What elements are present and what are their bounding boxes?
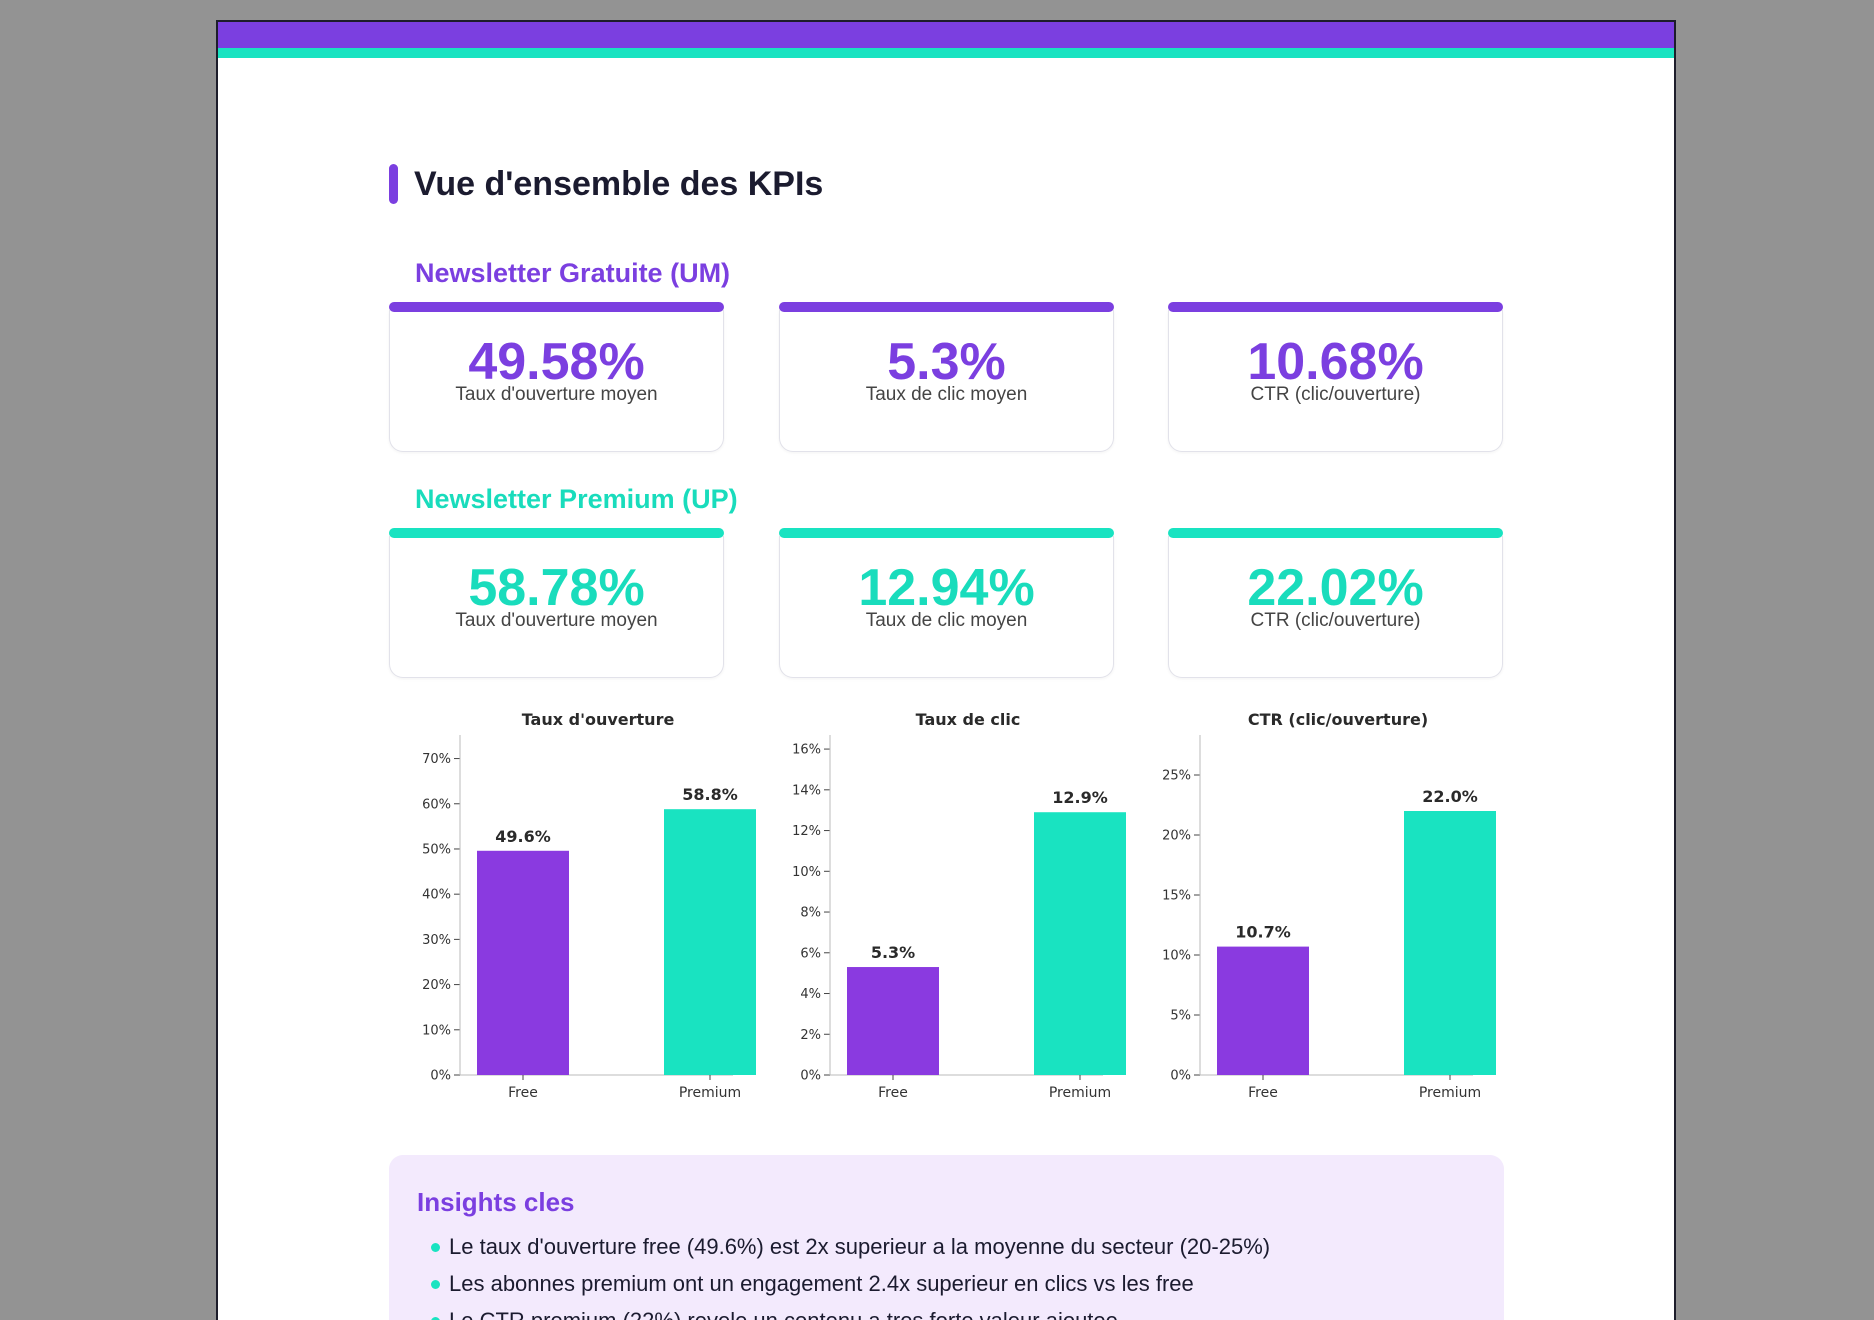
y-tick-label: 30%	[422, 933, 451, 948]
kpi-value: 5.3%	[887, 333, 1006, 391]
comparison-charts: Taux d'ouverture 0% 10% 20% 30% 40% 50% 60% 70% 4…	[422, 710, 1496, 1101]
kpi-card-premium-ctr: 22.02% CTR (clic/ouverture)	[1168, 528, 1503, 678]
data-label: 10.7%	[1235, 923, 1291, 942]
y-tick-label: 15%	[1162, 889, 1191, 904]
x-tick-label: Free	[508, 1085, 538, 1101]
x-tick-label: Free	[1248, 1085, 1278, 1101]
y-tick-label: 10%	[422, 1023, 451, 1038]
y-tick-label: 10%	[1162, 949, 1191, 964]
kpi-label: Taux de clic moyen	[865, 384, 1028, 405]
bar-free	[847, 967, 939, 1075]
insights-title: Insights cles	[417, 1187, 575, 1217]
title-accent-bar	[389, 164, 398, 204]
kpi-value: 12.94%	[858, 559, 1035, 617]
kpi-card-free-ctr: 10.68% CTR (clic/ouverture)	[1168, 302, 1503, 452]
chart-title: CTR (clic/ouverture)	[1248, 710, 1428, 729]
y-tick-label: 20%	[422, 978, 451, 993]
insight-item: Le taux d'ouverture free (49.6%) est 2x …	[431, 1228, 1476, 1265]
x-tick-label: Premium	[1049, 1085, 1111, 1101]
chart-title: Taux de clic	[916, 710, 1021, 729]
bar-premium	[1034, 812, 1126, 1075]
kpi-label: CTR (clic/ouverture)	[1250, 384, 1421, 405]
data-label: 22.0%	[1422, 787, 1478, 806]
kpi-card-premium-click-rate: 12.94% Taux de clic moyen	[779, 528, 1114, 678]
insight-item: Le CTR premium (22%) revele un contenu a…	[431, 1302, 1476, 1320]
insight-item: Les abonnes premium ont un engagement 2.…	[431, 1265, 1476, 1302]
y-tick-label: 0%	[1170, 1069, 1191, 1084]
insight-text: Les abonnes premium ont un engagement 2.…	[449, 1271, 1194, 1296]
data-label: 12.9%	[1052, 788, 1108, 807]
kpi-label: Taux de clic moyen	[865, 610, 1028, 631]
section-title: Vue d'ensemble des KPIs	[389, 164, 823, 204]
kpi-card-free-open-rate: 49.58% Taux d'ouverture moyen	[389, 302, 724, 452]
kpi-value: 58.78%	[468, 559, 645, 617]
bullet-icon	[431, 1317, 440, 1320]
kpi-card-free-click-rate: 5.3% Taux de clic moyen	[779, 302, 1114, 452]
kpi-label: Taux d'ouverture moyen	[455, 610, 658, 631]
data-label: 49.6%	[495, 827, 551, 846]
y-tick-label: 0%	[430, 1069, 451, 1084]
y-tick-label: 8%	[800, 906, 821, 921]
report-page: Vue d'ensemble des KPIs Newsletter Gratu…	[216, 20, 1676, 1320]
y-tick-label: 10%	[792, 865, 821, 880]
bullet-icon	[431, 1243, 440, 1252]
kpi-card-accent-bar	[389, 302, 724, 312]
header-band-purple	[218, 22, 1674, 48]
insight-text: Le taux d'ouverture free (49.6%) est 2x …	[449, 1234, 1271, 1259]
kpi-card-accent-bar	[1168, 528, 1503, 538]
premium-section-title: Newsletter Premium (UP)	[415, 484, 738, 514]
y-tick-label: 20%	[1162, 829, 1191, 844]
y-tick-label: 14%	[792, 783, 821, 798]
x-tick-label: Free	[878, 1085, 908, 1101]
data-label: 5.3%	[871, 943, 915, 962]
bar-premium	[1404, 811, 1496, 1075]
kpi-card-accent-bar	[1168, 302, 1503, 312]
y-tick-label: 2%	[800, 1028, 821, 1043]
kpi-value: 49.58%	[468, 333, 645, 391]
header-band-teal	[218, 48, 1674, 58]
insights-list: Le taux d'ouverture free (49.6%) est 2x …	[417, 1228, 1476, 1320]
y-tick-label: 60%	[422, 797, 451, 812]
y-tick-label: 50%	[422, 842, 451, 857]
y-tick-label: 6%	[800, 946, 821, 961]
y-tick-label: 5%	[1170, 1009, 1191, 1024]
kpi-card-accent-bar	[389, 528, 724, 538]
bullet-icon	[431, 1280, 440, 1289]
y-tick-label: 0%	[800, 1069, 821, 1084]
x-tick-label: Premium	[1419, 1085, 1481, 1101]
y-tick-label: 16%	[792, 743, 821, 758]
page-title: Vue d'ensemble des KPIs	[414, 164, 824, 203]
y-tick-label: 25%	[1162, 769, 1191, 784]
free-section-title: Newsletter Gratuite (UM)	[415, 258, 731, 288]
data-label: 58.8%	[682, 785, 738, 804]
insights-box: Insights cles Le taux d'ouverture free (…	[389, 1155, 1504, 1320]
kpi-value: 10.68%	[1247, 333, 1424, 391]
insight-text: Le CTR premium (22%) revele un contenu a…	[449, 1308, 1118, 1320]
kpi-card-premium-open-rate: 58.78% Taux d'ouverture moyen	[389, 528, 724, 678]
y-tick-label: 4%	[800, 987, 821, 1002]
x-tick-label: Premium	[679, 1085, 741, 1101]
kpi-card-accent-bar	[779, 528, 1114, 538]
kpi-value: 22.02%	[1247, 559, 1424, 617]
y-tick-label: 40%	[422, 888, 451, 903]
y-tick-label: 70%	[422, 752, 451, 767]
chart-title: Taux d'ouverture	[522, 710, 675, 729]
y-tick-label: 12%	[792, 824, 821, 839]
kpi-label: CTR (clic/ouverture)	[1250, 610, 1421, 631]
kpi-label: Taux d'ouverture moyen	[455, 384, 658, 405]
bar-premium	[664, 809, 756, 1075]
bar-free	[477, 850, 569, 1075]
bar-free	[1217, 946, 1309, 1075]
kpi-card-accent-bar	[779, 302, 1114, 312]
